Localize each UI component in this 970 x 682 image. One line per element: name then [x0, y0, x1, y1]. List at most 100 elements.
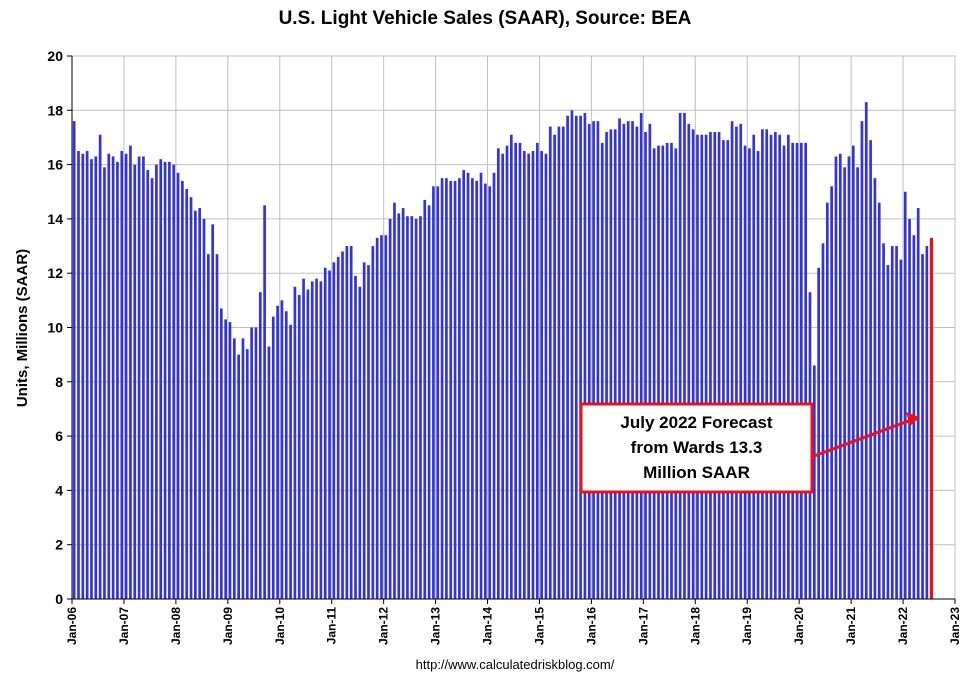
callout-box — [579, 402, 814, 494]
grid-lines — [71, 55, 956, 600]
bar — [908, 218, 911, 599]
bar — [544, 153, 548, 600]
bar — [375, 237, 379, 599]
bar — [579, 115, 582, 599]
bar — [484, 183, 487, 600]
x-tick-label: Jan-23 — [948, 607, 962, 645]
x-tick-label: Jan-14 — [481, 607, 495, 645]
bar — [834, 156, 838, 599]
x-tick-label: Jan-11 — [325, 607, 339, 645]
bar — [873, 178, 877, 600]
bar — [315, 278, 318, 599]
axes: 0 2 4 6 8 10 12 14 16 18 20 Jan-06 Jan-07 Jan-08 Jan-0… — [47, 48, 962, 645]
bar — [194, 210, 197, 599]
bar — [791, 142, 795, 599]
bar — [241, 338, 245, 599]
bar — [514, 142, 518, 599]
bar — [921, 254, 924, 599]
bar — [133, 164, 137, 599]
bar — [440, 178, 444, 600]
bar — [631, 121, 634, 599]
bar — [886, 265, 890, 599]
x-tick-label: Jan-15 — [532, 607, 546, 645]
bar — [674, 148, 678, 599]
callout-line-2: from Wards 13.3 — [631, 438, 763, 457]
bar — [449, 180, 453, 599]
bar — [302, 278, 305, 599]
bar — [367, 265, 370, 599]
bar — [587, 123, 591, 599]
bar — [362, 262, 366, 599]
bar-series — [72, 102, 934, 600]
bar — [566, 115, 569, 599]
bar — [782, 145, 786, 599]
bar — [752, 134, 756, 600]
bar — [146, 170, 150, 599]
bar — [574, 115, 578, 599]
bar — [639, 113, 643, 599]
bar — [159, 159, 163, 600]
bar — [445, 178, 448, 600]
bar — [644, 132, 647, 599]
y-tick-label: 6 — [55, 428, 63, 444]
x-tick-label: Jan-06 — [65, 607, 79, 645]
bar — [869, 140, 872, 600]
bar — [341, 251, 344, 600]
bar — [111, 156, 115, 599]
bar — [877, 202, 881, 600]
bar — [583, 113, 587, 599]
bar — [458, 178, 461, 600]
bar — [678, 113, 682, 599]
x-tick-label: Jan-13 — [429, 607, 443, 645]
bar — [717, 132, 721, 599]
bar — [427, 205, 431, 599]
bar — [384, 235, 388, 599]
forecast-callout: July 2022 Forecast from Wards 13.3 Milli… — [579, 402, 921, 494]
bar — [657, 145, 660, 599]
callout-arrowhead — [906, 412, 921, 427]
bar — [397, 213, 401, 599]
bar — [652, 148, 656, 599]
bar — [687, 123, 691, 599]
bar — [501, 153, 505, 600]
bar — [163, 161, 167, 599]
bar — [557, 126, 561, 599]
bar — [613, 129, 617, 599]
bar — [622, 123, 626, 599]
bar — [561, 126, 565, 599]
bar — [847, 156, 851, 599]
bar — [228, 322, 232, 599]
bar — [189, 197, 193, 599]
bar — [769, 134, 773, 600]
bar — [116, 161, 119, 599]
bar — [540, 151, 543, 599]
bar — [137, 156, 141, 599]
y-axis-title: Units, Millions (SAAR) — [14, 249, 31, 407]
bar — [319, 281, 323, 599]
source-url: http://www.calculatedriskblog.com/ — [415, 657, 615, 672]
x-tick-label: Jan-22 — [896, 607, 910, 645]
bar — [600, 142, 604, 599]
bar — [207, 254, 210, 599]
bar — [90, 159, 93, 600]
bar — [297, 294, 301, 599]
bar — [704, 134, 708, 600]
bar — [388, 218, 392, 599]
bar — [406, 216, 409, 599]
bar — [267, 346, 271, 599]
bar — [380, 235, 383, 599]
bar — [899, 259, 903, 599]
bar — [925, 246, 929, 600]
bar — [626, 121, 630, 599]
bar — [522, 151, 526, 599]
x-tick-label: Jan-21 — [844, 607, 858, 645]
y-tick-label: 12 — [47, 265, 63, 281]
bar — [323, 267, 327, 599]
bar — [765, 129, 769, 599]
bar — [172, 164, 176, 599]
bar — [817, 267, 820, 599]
bar — [799, 142, 803, 599]
bar — [453, 180, 457, 599]
bar — [821, 243, 825, 599]
bar — [77, 151, 80, 599]
